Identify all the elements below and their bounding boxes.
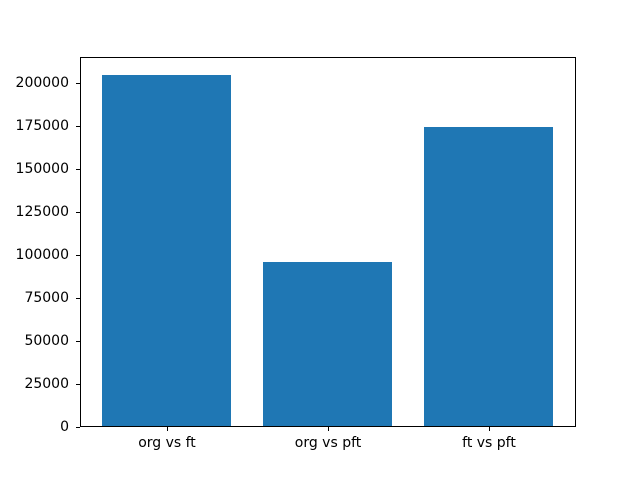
- bar-org-vs-ft: [102, 75, 231, 426]
- y-tick-mark: [76, 83, 80, 84]
- x-tick-label-org-vs-pft: org vs pft: [294, 435, 362, 451]
- y-tick-label: 175000: [15, 118, 69, 134]
- y-tick-label: 75000: [24, 290, 69, 306]
- y-tick-mark: [76, 341, 80, 342]
- y-tick-label: 0: [60, 419, 69, 435]
- bar-org-vs-pft: [263, 262, 392, 426]
- y-tick-mark: [76, 427, 80, 428]
- y-tick-mark: [76, 298, 80, 299]
- y-tick-mark: [76, 255, 80, 256]
- y-tick-label: 100000: [15, 247, 69, 263]
- y-tick-label: 125000: [15, 204, 69, 220]
- x-tick-label-ft-vs-pft: ft vs pft: [462, 435, 516, 451]
- y-tick-label: 150000: [15, 161, 69, 177]
- x-tick-mark: [328, 427, 329, 431]
- y-tick-mark: [76, 169, 80, 170]
- bar-ft-vs-pft: [424, 127, 553, 426]
- y-tick-mark: [76, 212, 80, 213]
- y-tick-mark: [76, 126, 80, 127]
- y-tick-mark: [76, 384, 80, 385]
- plot-area: [80, 57, 576, 427]
- y-tick-label: 200000: [15, 75, 69, 91]
- y-tick-label: 25000: [24, 376, 69, 392]
- x-tick-mark: [167, 427, 168, 431]
- x-tick-label-org-vs-ft: org vs ft: [138, 435, 196, 451]
- x-tick-mark: [489, 427, 490, 431]
- y-tick-label: 50000: [24, 333, 69, 349]
